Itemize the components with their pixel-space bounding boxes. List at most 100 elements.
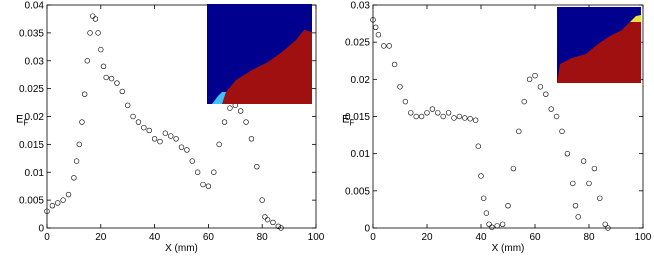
y-tick-label: 0 — [38, 224, 44, 235]
data-point — [418, 113, 425, 120]
data-point — [505, 203, 511, 209]
inset-region — [630, 15, 641, 22]
inset-left — [207, 4, 312, 104]
data-point — [216, 141, 222, 148]
data-point — [381, 43, 387, 49]
x-tick-label: 80 — [257, 232, 269, 243]
data-point — [108, 75, 115, 82]
y-axis-label-main: E — [342, 114, 349, 126]
data-point — [146, 127, 152, 134]
y-axis-label-sub: F — [23, 119, 28, 128]
data-point — [429, 106, 436, 112]
x-tick-label: 0 — [370, 232, 376, 243]
y-tick-label: 0.02 — [25, 112, 45, 123]
data-point — [456, 113, 463, 120]
x-tick-label: 40 — [475, 232, 487, 243]
data-point — [49, 203, 56, 209]
data-point — [254, 163, 260, 170]
data-point — [151, 136, 158, 142]
data-point — [575, 214, 581, 220]
data-point — [543, 91, 549, 97]
y-axis-label: EF — [16, 114, 28, 128]
data-point — [391, 61, 398, 68]
data-point — [510, 165, 517, 172]
y-axis-label: EF — [342, 114, 354, 128]
data-point — [65, 191, 72, 198]
data-point — [103, 74, 109, 81]
x-axis-label: X (mm) — [165, 243, 198, 253]
data-point — [413, 113, 419, 120]
data-point — [264, 216, 271, 223]
data-point — [548, 106, 554, 112]
data-point — [559, 128, 565, 135]
data-point — [424, 110, 430, 116]
data-point — [435, 110, 441, 116]
y-tick-label: 0.04 — [25, 1, 45, 12]
x-tick-label: 0 — [44, 232, 50, 243]
data-point — [564, 150, 571, 157]
data-point — [521, 98, 527, 105]
data-point — [494, 223, 500, 229]
data-point — [489, 224, 495, 230]
x-tick-label: 100 — [635, 232, 652, 243]
data-point — [526, 76, 533, 83]
data-point — [79, 119, 85, 125]
data-point — [532, 72, 538, 79]
y-tick-label: 0 — [364, 224, 370, 235]
data-point — [516, 128, 522, 135]
data-point — [211, 169, 217, 175]
data-point — [221, 119, 228, 125]
data-point — [467, 116, 473, 122]
data-point — [237, 108, 244, 114]
data-point — [602, 221, 608, 227]
data-point — [114, 80, 120, 86]
data-point — [60, 197, 66, 203]
data-point — [386, 43, 392, 49]
data-point — [44, 208, 50, 214]
data-point — [553, 113, 560, 120]
y-tick-label: 0.02 — [351, 75, 371, 86]
data-point — [71, 175, 77, 181]
y-tick-label: 0.015 — [19, 140, 44, 151]
y-tick-label: 0.01 — [351, 149, 371, 160]
data-point — [200, 181, 206, 188]
data-point — [605, 225, 611, 231]
data-point — [95, 30, 101, 36]
data-point — [194, 169, 201, 175]
data-point — [397, 84, 403, 90]
data-point — [73, 158, 80, 164]
data-point — [92, 16, 99, 22]
x-axis-label: X (mm) — [492, 243, 525, 253]
data-point — [162, 130, 169, 136]
data-point — [119, 88, 126, 95]
data-point — [570, 180, 576, 187]
y-tick-label: 0.03 — [25, 56, 45, 67]
y-tick-label: 0.015 — [345, 112, 370, 123]
data-point — [275, 223, 282, 230]
data-point — [270, 219, 276, 226]
data-point — [90, 13, 96, 19]
data-point — [243, 119, 249, 125]
data-point — [408, 110, 414, 116]
data-point — [472, 117, 479, 123]
data-point — [100, 63, 107, 70]
y-axis-label-main: E — [16, 114, 23, 126]
data-point — [580, 158, 587, 164]
data-point — [402, 98, 409, 105]
data-point — [591, 165, 598, 172]
data-point — [475, 143, 481, 149]
y-tick-label: 0.025 — [19, 84, 44, 95]
data-point — [157, 138, 163, 145]
data-point — [537, 84, 544, 90]
data-point — [462, 115, 468, 121]
data-point — [572, 203, 579, 209]
inset-region — [212, 92, 226, 104]
data-point — [76, 141, 82, 148]
x-tick-label: 60 — [203, 232, 215, 243]
y-tick-label: 0.005 — [345, 186, 370, 197]
y-axis-label-sub: F — [349, 119, 354, 128]
inset-right — [557, 7, 641, 83]
data-point — [278, 225, 284, 231]
data-point — [124, 102, 131, 109]
